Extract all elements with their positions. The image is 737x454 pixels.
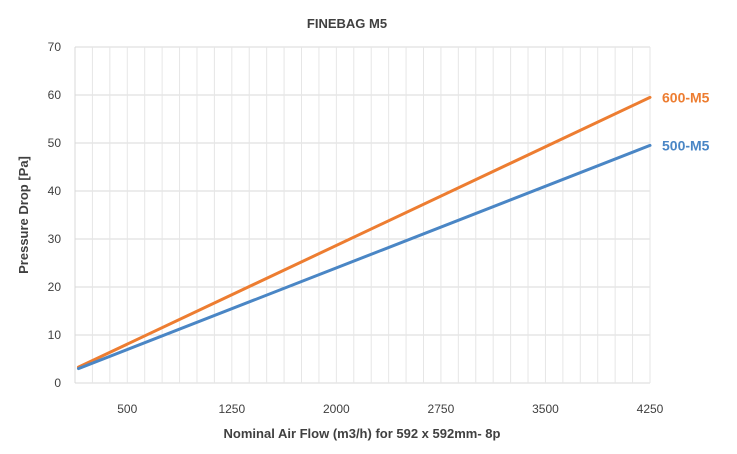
x-tick-label: 2000	[323, 402, 350, 416]
y-tick-label: 50	[48, 136, 62, 150]
x-tick-label: 2750	[428, 402, 455, 416]
x-tick-label: 3500	[532, 402, 559, 416]
y-tick-label: 20	[48, 280, 62, 294]
y-tick-label: 30	[48, 232, 62, 246]
y-tick-label: 70	[48, 40, 62, 54]
x-tick-label: 4250	[637, 402, 664, 416]
x-axis-title: Nominal Air Flow (m3/h) for 592 x 592mm-…	[224, 426, 501, 441]
chart-title: FINEBAG M5	[307, 16, 387, 31]
grid	[74, 46, 651, 384]
axes: 0 10 20 30 40 50 60 70 500 1250 2000 2750 3500 4250	[48, 40, 664, 416]
series-line-500-M5	[76, 143, 652, 371]
x-tick-label: 1250	[218, 402, 245, 416]
y-tick-label: 10	[48, 328, 62, 342]
y-axis-title: Pressure Drop [Pa]	[16, 156, 31, 274]
series-label-500-M5: 500-M5	[662, 137, 710, 153]
series: 600-M5 500-M5	[76, 89, 710, 371]
y-tick-label: 0	[54, 376, 61, 390]
x-tick-label: 500	[117, 402, 137, 416]
y-tick-label: 60	[48, 88, 62, 102]
series-line-600-M5	[76, 95, 652, 369]
y-tick-label: 40	[48, 184, 62, 198]
series-label-600-M5: 600-M5	[662, 89, 710, 105]
